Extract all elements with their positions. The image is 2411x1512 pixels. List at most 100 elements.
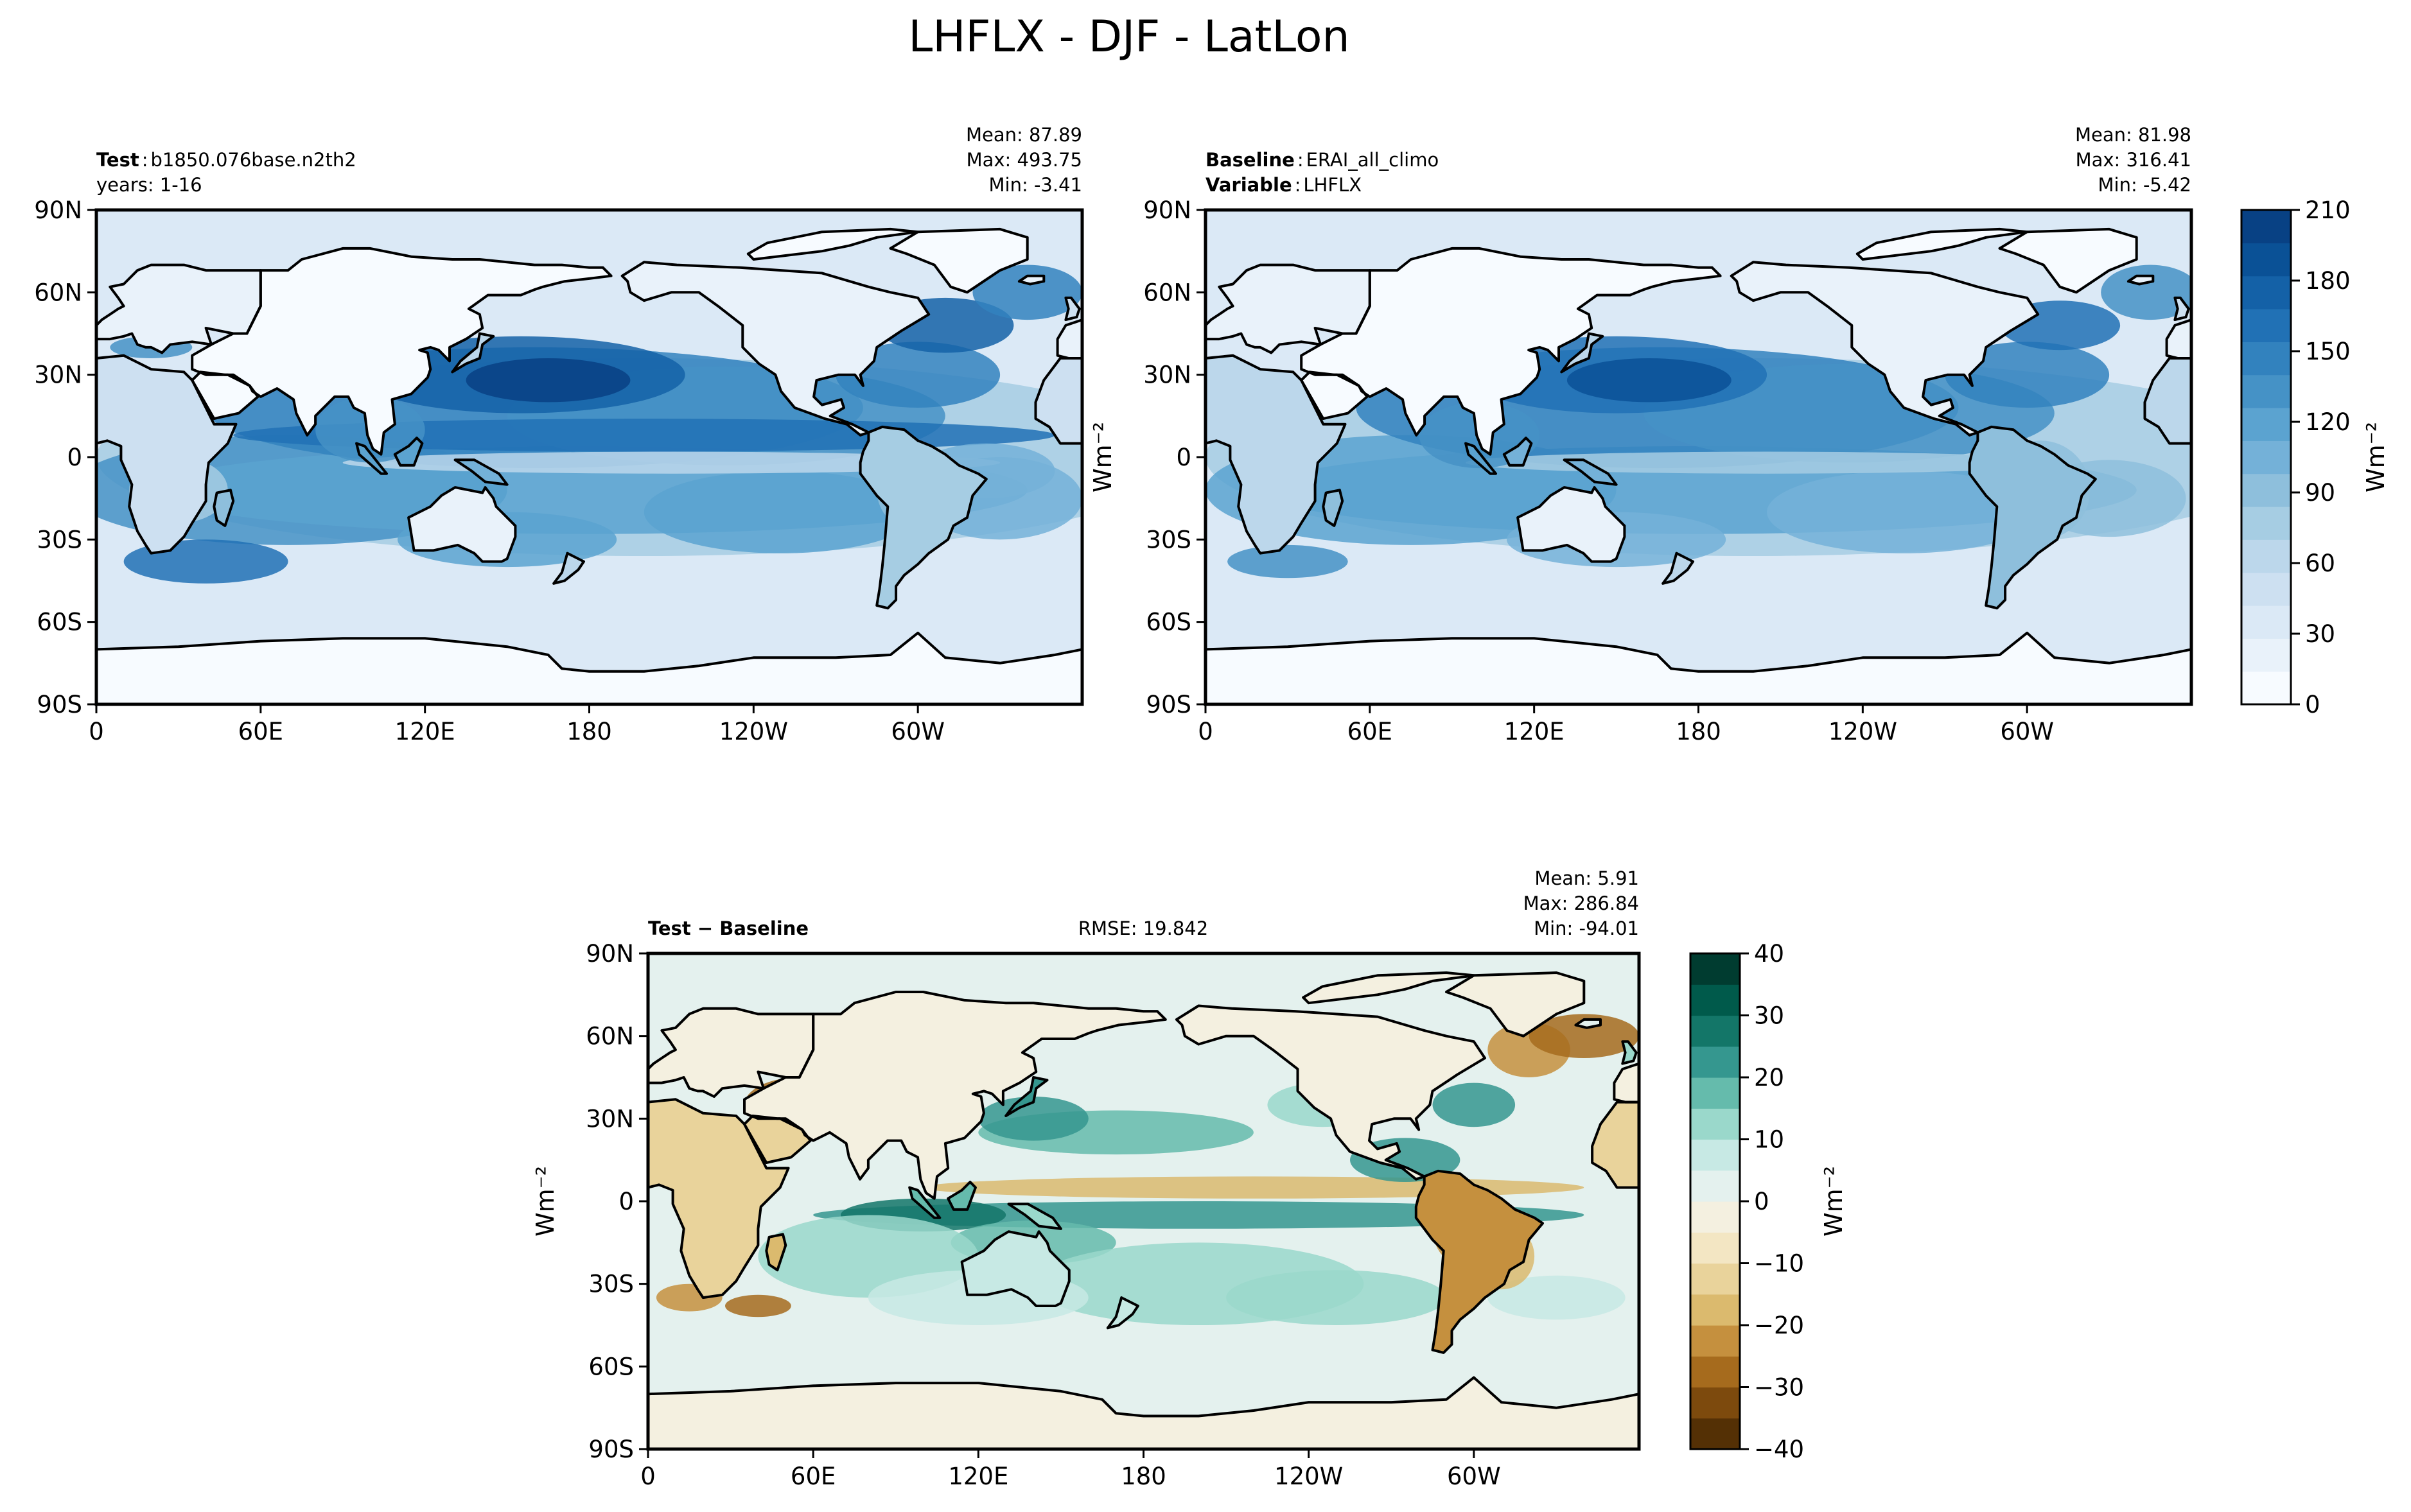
y-tick-label: 60S (1146, 609, 1191, 636)
test-label-sep: : (142, 149, 148, 171)
colorbar-diff-segments (1690, 953, 1740, 1450)
coastline-iceland (2126, 274, 2155, 286)
test-sublabel: years: 1-16 (96, 174, 202, 196)
test-label-value: b1850.076base.n2th2 (151, 149, 356, 171)
y-tick-label: 90S (37, 691, 82, 718)
coastline-nz (1661, 552, 1694, 585)
landmass-asia (744, 992, 1166, 1199)
coastline-australia (1516, 486, 1626, 563)
landmass-africa (648, 1099, 789, 1298)
baseline-stat-mean: Mean: 81.98 (2075, 124, 2191, 146)
colorbar-top: 0 30 60 90 120 150 180 210 Wm⁻² (2240, 196, 2390, 718)
coastline-europeW (2165, 318, 2191, 360)
x-tick-label: 120W (1828, 718, 1897, 745)
colorbar-segment (2241, 408, 2291, 441)
field-contour (1227, 544, 1348, 578)
colorbar-segment (1690, 1325, 1740, 1357)
coastline-iceland (1017, 274, 1046, 286)
coastline-uk (2173, 296, 2190, 322)
baseline-yticks: 90N 60N 30N 0 30S 60S 90S (1143, 196, 1206, 718)
landmass-americaN (1176, 1005, 1485, 1179)
test-label-bold: Test (96, 149, 139, 171)
colorbar-tick-label: 180 (2305, 267, 2351, 295)
colorbar-tick-label: −30 (1754, 1374, 1804, 1402)
coastline-newguinea (1007, 1203, 1062, 1230)
coastline-arcticIsl (746, 227, 920, 261)
landmass-americaN (1731, 262, 2038, 435)
x-tick-label: 120E (948, 1463, 1008, 1490)
coastline-americaN (1175, 1004, 1486, 1181)
y-tick-label: 30N (1143, 361, 1191, 389)
coastline-arabia (743, 1115, 812, 1164)
landmass-nz (554, 553, 584, 584)
y-tick-label: 30S (37, 526, 82, 553)
y-tick-label: 90N (586, 940, 634, 968)
colorbar-tick-label: 0 (2305, 691, 2320, 718)
baseline-label: Baseline: ERAI_all_climo (1206, 149, 1439, 171)
landmass-africaW (1592, 1102, 1639, 1188)
baseline-label-sep: : (1297, 149, 1304, 171)
colorbar-segment (1690, 1046, 1740, 1078)
x-tick-label: 120W (1274, 1463, 1343, 1490)
diff-panel: Test − Baseline RMSE: 19.842 Mean: 5.91 … (531, 867, 1641, 1490)
coastline-arabia (191, 370, 259, 421)
coastline-borneo (393, 437, 424, 467)
landmass-greenland (1999, 229, 2137, 293)
y-tick-label: 60N (1143, 279, 1191, 306)
test-stat-mean: Mean: 87.89 (966, 124, 1082, 146)
landmass-uk (1622, 1041, 1636, 1064)
colorbar-tick-label: 30 (2305, 620, 2335, 648)
colorbar-segment (1690, 1201, 1740, 1233)
coastline-africaW (1591, 1100, 1639, 1189)
coastline-sumatra (355, 442, 388, 475)
field-contour (725, 1294, 791, 1317)
colorbar-top-segments (2241, 210, 2291, 705)
colorbar-segment (1690, 953, 1740, 985)
landmass-europe (96, 265, 261, 353)
coastline-greenland (889, 227, 1029, 294)
landmass-australia (1518, 487, 1625, 562)
field-contour (1767, 471, 2041, 553)
colorbar-segment (2241, 275, 2291, 309)
coastline-americaS (859, 425, 988, 610)
field-contour (2101, 265, 2191, 320)
landmass-asia (1301, 248, 1721, 455)
field-contour (836, 342, 1001, 408)
colorbar-segment (1690, 1170, 1740, 1202)
colorbar-segment (1690, 984, 1740, 1016)
coastline-greenland (1998, 227, 2138, 294)
coastline-africa (648, 1098, 790, 1299)
colorbar-segment (2241, 638, 2291, 672)
test-xticks: 0 60E 120E 180 120W 60W (89, 704, 945, 745)
colorbar-tick-label: −10 (1754, 1250, 1804, 1278)
coastline-iceland (1574, 1018, 1602, 1029)
x-tick-label: 180 (566, 718, 612, 745)
landmass-antarctica (1206, 632, 2191, 704)
field-contour (644, 471, 918, 553)
x-tick-label: 0 (89, 718, 104, 745)
colorbar-segment (2241, 572, 2291, 606)
x-tick-label: 120E (395, 718, 455, 745)
coastline-americaN (1730, 261, 2040, 437)
diff-stat-min: Min: -94.01 (1534, 917, 1639, 939)
landmass-uk (1065, 297, 1080, 320)
y-tick-label: 30N (586, 1105, 634, 1133)
colorbar-segment (1690, 1139, 1740, 1171)
diff-map (648, 953, 1639, 1449)
coastline-uk (1064, 296, 1081, 322)
colorbar-segment (2241, 309, 2291, 342)
coastline-arcticIsl (1855, 227, 2029, 261)
coastline-borneo (1502, 437, 1533, 467)
coastline-asia (743, 991, 1167, 1200)
y-tick-label: 90N (34, 196, 82, 224)
diff-xticks: 0 60E 120E 180 120W 60W (640, 1449, 1501, 1490)
diff-stat-max: Max: 286.84 (1523, 892, 1639, 914)
landmass-antarctica (648, 1377, 1639, 1449)
coastline-newguinea (453, 458, 509, 486)
baseline-sublabel: Variable: LHFLX (1206, 174, 1362, 196)
test-panel: Test: b1850.076base.n2th2 years: 1-16 Mea… (34, 124, 1084, 745)
landmass-europe (1206, 265, 1370, 353)
colorbar-diff: −40 −30 −20 −10 0 10 20 30 40 Wm⁻² (1689, 940, 1848, 1463)
x-tick-label: 60W (1447, 1463, 1501, 1490)
coastline-borneo (947, 1181, 977, 1211)
